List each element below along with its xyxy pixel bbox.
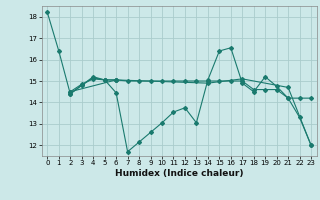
X-axis label: Humidex (Indice chaleur): Humidex (Indice chaleur) xyxy=(115,169,244,178)
